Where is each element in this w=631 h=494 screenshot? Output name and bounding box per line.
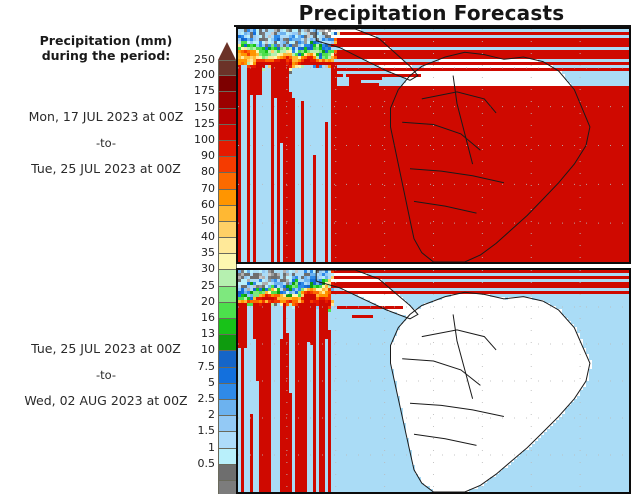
colorbar-tick-label: 50 (155, 214, 215, 227)
colorbar-band: 10 (201, 343, 236, 368)
colorbar-band: 100 (194, 133, 236, 158)
colorbar-band: 35 (201, 246, 236, 271)
colorbar-band: 5 (208, 376, 236, 400)
panel-1-period-start: Mon, 17 JUL 2023 at 00Z (0, 104, 212, 130)
colorbar-tick-label: 175 (155, 84, 215, 97)
colorbar-tick-label: 150 (155, 101, 215, 114)
colorbar-band: 250 (194, 53, 236, 77)
colorbar-band: 125 (194, 117, 236, 141)
colorbar-tick-label: 40 (155, 230, 215, 243)
colorbar-tick-label: 7.5 (155, 360, 216, 373)
forecast-map-panel-1 (236, 27, 631, 264)
colorbar-band: 20 (201, 295, 236, 319)
colorbar-band: 16 (201, 311, 236, 336)
colorbar-tick-label: 125 (155, 117, 215, 130)
panel-2-period-start: Tue, 25 JUL 2023 at 00Z (0, 336, 212, 362)
panel-1-period: Mon, 17 JUL 2023 at 00Z -to- Tue, 25 JUL… (0, 104, 212, 182)
colorbar-tick-label: 16 (155, 311, 215, 324)
colorbar-band: 2.5 (198, 392, 236, 417)
colorbar-tick-label: 10 (155, 343, 215, 356)
colorbar-tick-label: 30 (155, 262, 215, 275)
colorbar-tick-label: 80 (155, 165, 215, 178)
colorbar-tick-label: 250 (155, 53, 215, 66)
colorbar-tick-label: 100 (155, 133, 215, 146)
panel-1-period-separator: -to- (0, 130, 212, 156)
colorbar-band: 1.5 (198, 424, 236, 449)
colorbar-band: 25 (201, 279, 236, 303)
colorbar-tick-label: 200 (155, 68, 215, 81)
colorbar-band: 0.5 (198, 457, 236, 481)
colorbar-band: 2 (208, 408, 236, 433)
title-divider (234, 25, 631, 27)
colorbar-tick-label: 2 (155, 408, 215, 421)
colorbar-band: 60 (201, 198, 236, 222)
colorbar-band: 175 (194, 84, 236, 109)
colorbar-band (219, 480, 236, 494)
panel-1-precip-map (238, 29, 629, 262)
colorbar-band: 13 (201, 327, 236, 352)
colorbar-tick-label: 25 (155, 279, 215, 292)
colorbar-band: 30 (201, 262, 236, 287)
page-title: Precipitation Forecasts (232, 1, 631, 25)
colorbar-band: 7.5 (198, 360, 236, 384)
panel-2-period: Tue, 25 JUL 2023 at 00Z -to- Wed, 02 AUG… (0, 336, 212, 414)
panel-2-period-separator: -to- (0, 362, 212, 388)
colorbar-band: 40 (201, 230, 236, 255)
colorbar-tick-label: 2.5 (155, 392, 216, 405)
forecast-map-panel-2 (236, 268, 631, 494)
colorbar-tick-label: 0.5 (155, 457, 216, 470)
panel-2-precip-map (238, 270, 629, 492)
panel-2-period-end: Wed, 02 AUG 2023 at 00Z (0, 388, 212, 414)
colorbar-top-arrow (218, 42, 236, 60)
colorbar: 250 200 175 150 125 100 90 80 70 60 50 40 35 30 25 20 16… (194, 53, 237, 494)
colorbar-tick-label: 20 (155, 295, 215, 308)
colorbar-band: 90 (201, 149, 236, 174)
colorbar-tick-label: 1 (155, 441, 215, 454)
legend-heading-line1: Precipitation (mm) (0, 33, 212, 48)
colorbar-band: 1 (208, 441, 236, 465)
colorbar-tick-label: 90 (155, 149, 215, 162)
colorbar-tick-label: 35 (155, 246, 215, 259)
colorbar-tick-label: 60 (155, 198, 215, 211)
colorbar-tick-label: 1.5 (155, 424, 216, 437)
panel-1-period-end: Tue, 25 JUL 2023 at 00Z (0, 156, 212, 182)
colorbar-band: 70 (201, 182, 236, 206)
colorbar-band: 200 (194, 68, 236, 93)
colorbar-band: 150 (194, 101, 236, 125)
colorbar-band: 50 (201, 214, 236, 239)
legend-heading-line2: during the period: (0, 48, 212, 63)
colorbar-tick-label: 13 (155, 327, 215, 340)
colorbar-tick-label: 5 (155, 376, 215, 389)
legend-heading: Precipitation (mm) during the period: (0, 33, 212, 63)
colorbar-tick-label: 70 (155, 182, 215, 195)
colorbar-band: 80 (201, 165, 236, 190)
